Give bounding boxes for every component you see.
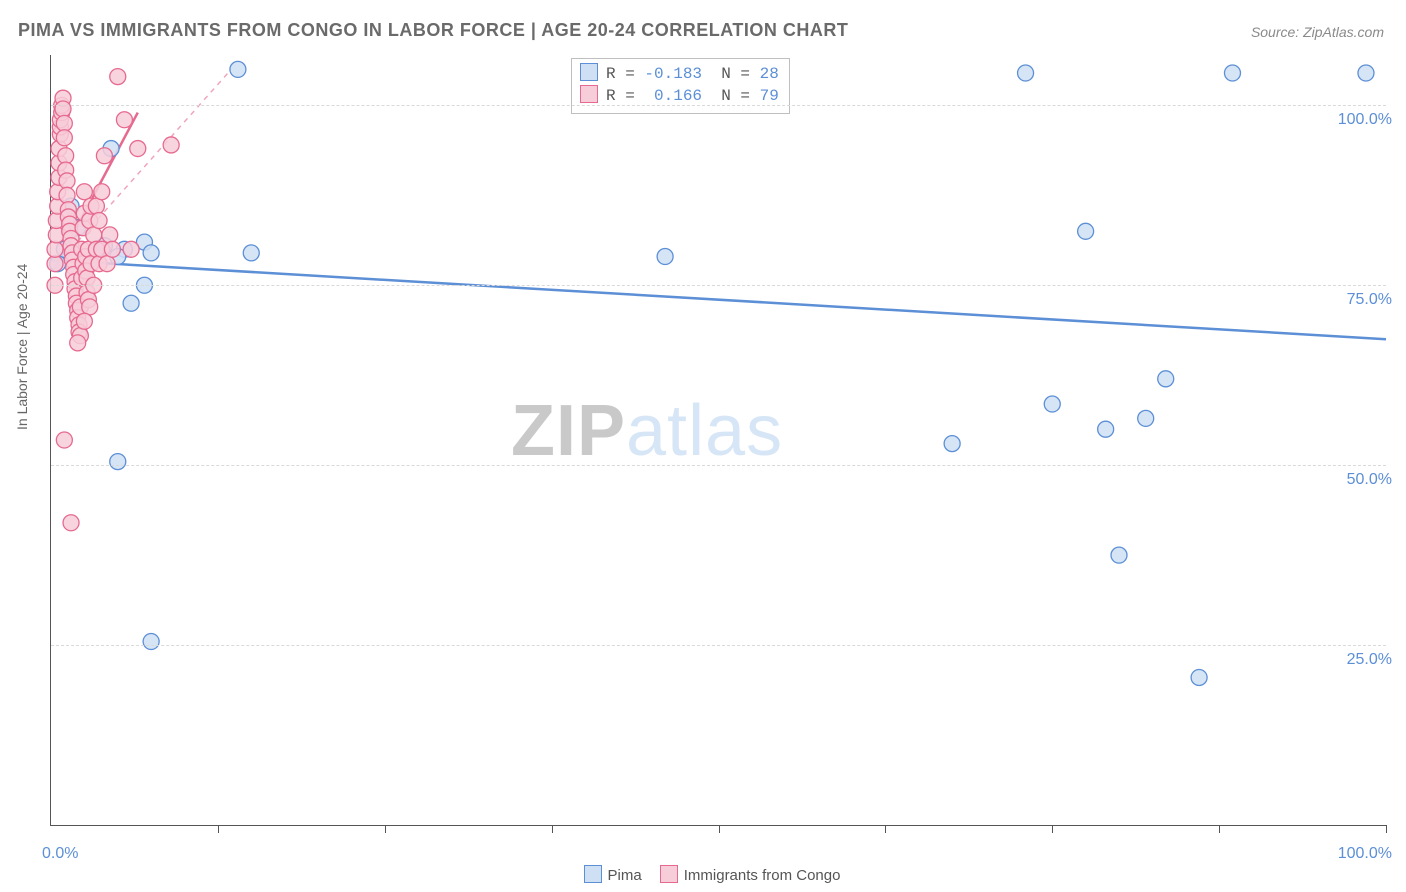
- plot-area: ZIPatlas R = -0.183 N = 28R = 0.166 N = …: [50, 55, 1386, 826]
- scatter-point: [47, 241, 63, 257]
- scatter-point: [88, 198, 104, 214]
- scatter-point: [56, 115, 72, 131]
- scatter-point: [70, 335, 86, 351]
- scatter-point: [1358, 65, 1374, 81]
- scatter-point: [143, 245, 159, 261]
- scatter-point: [59, 173, 75, 189]
- scatter-point: [56, 130, 72, 146]
- scatter-point: [116, 112, 132, 128]
- correlation-row: R = 0.166 N = 79: [580, 85, 779, 107]
- x-tick: [885, 825, 886, 833]
- scatter-point: [110, 454, 126, 470]
- x-tick: [218, 825, 219, 833]
- scatter-point: [102, 227, 118, 243]
- y-tick-label: 25.0%: [1347, 651, 1392, 669]
- gridline-h: [51, 645, 1386, 646]
- scatter-point: [130, 141, 146, 157]
- source-label: Source: ZipAtlas.com: [1251, 24, 1384, 40]
- y-tick-label: 75.0%: [1347, 291, 1392, 309]
- x-end-label: 100.0%: [1338, 845, 1392, 863]
- scatter-point: [82, 299, 98, 315]
- scatter-point: [59, 187, 75, 203]
- scatter-point: [96, 148, 112, 164]
- legend-label: Pima: [608, 867, 642, 884]
- legend-label: Immigrants from Congo: [684, 867, 841, 884]
- scatter-points-layer: [51, 55, 1386, 825]
- legend-swatch: [660, 865, 678, 883]
- scatter-point: [123, 241, 139, 257]
- gridline-h: [51, 465, 1386, 466]
- scatter-point: [1078, 223, 1094, 239]
- correlation-text: R = -0.183 N = 28: [606, 65, 779, 83]
- scatter-point: [1224, 65, 1240, 81]
- scatter-point: [94, 184, 110, 200]
- legend-swatch: [584, 865, 602, 883]
- scatter-point: [99, 256, 115, 272]
- scatter-point: [1044, 396, 1060, 412]
- scatter-point: [1098, 421, 1114, 437]
- y-axis-label: In Labor Force | Age 20-24: [14, 264, 30, 430]
- scatter-point: [243, 245, 259, 261]
- x-tick: [1052, 825, 1053, 833]
- gridline-h: [51, 105, 1386, 106]
- scatter-point: [47, 256, 63, 272]
- scatter-point: [944, 436, 960, 452]
- scatter-point: [110, 69, 126, 85]
- scatter-point: [63, 515, 79, 531]
- scatter-point: [58, 148, 74, 164]
- x-tick: [552, 825, 553, 833]
- gridline-h: [51, 285, 1386, 286]
- x-tick: [1386, 825, 1387, 833]
- y-tick-label: 50.0%: [1347, 471, 1392, 489]
- bottom-legend: Pima Immigrants from Congo: [0, 865, 1406, 884]
- scatter-point: [91, 213, 107, 229]
- scatter-point: [123, 295, 139, 311]
- scatter-point: [1018, 65, 1034, 81]
- legend-swatch: [580, 63, 598, 81]
- x-tick: [385, 825, 386, 833]
- scatter-point: [76, 313, 92, 329]
- scatter-point: [163, 137, 179, 153]
- correlation-text: R = 0.166 N = 79: [606, 87, 779, 105]
- correlation-row: R = -0.183 N = 28: [580, 63, 779, 85]
- x-tick: [719, 825, 720, 833]
- x-tick: [1219, 825, 1220, 833]
- scatter-point: [104, 241, 120, 257]
- scatter-point: [55, 101, 71, 117]
- chart-title: PIMA VS IMMIGRANTS FROM CONGO IN LABOR F…: [18, 20, 848, 41]
- legend-swatch: [580, 85, 598, 103]
- x-origin-label: 0.0%: [42, 845, 78, 863]
- chart-container: PIMA VS IMMIGRANTS FROM CONGO IN LABOR F…: [0, 0, 1406, 892]
- scatter-point: [1158, 371, 1174, 387]
- scatter-point: [1111, 547, 1127, 563]
- scatter-point: [657, 248, 673, 264]
- scatter-point: [1191, 669, 1207, 685]
- y-tick-label: 100.0%: [1338, 111, 1392, 129]
- scatter-point: [76, 184, 92, 200]
- scatter-point: [1138, 410, 1154, 426]
- scatter-point: [230, 61, 246, 77]
- scatter-point: [86, 227, 102, 243]
- scatter-point: [143, 633, 159, 649]
- scatter-point: [56, 432, 72, 448]
